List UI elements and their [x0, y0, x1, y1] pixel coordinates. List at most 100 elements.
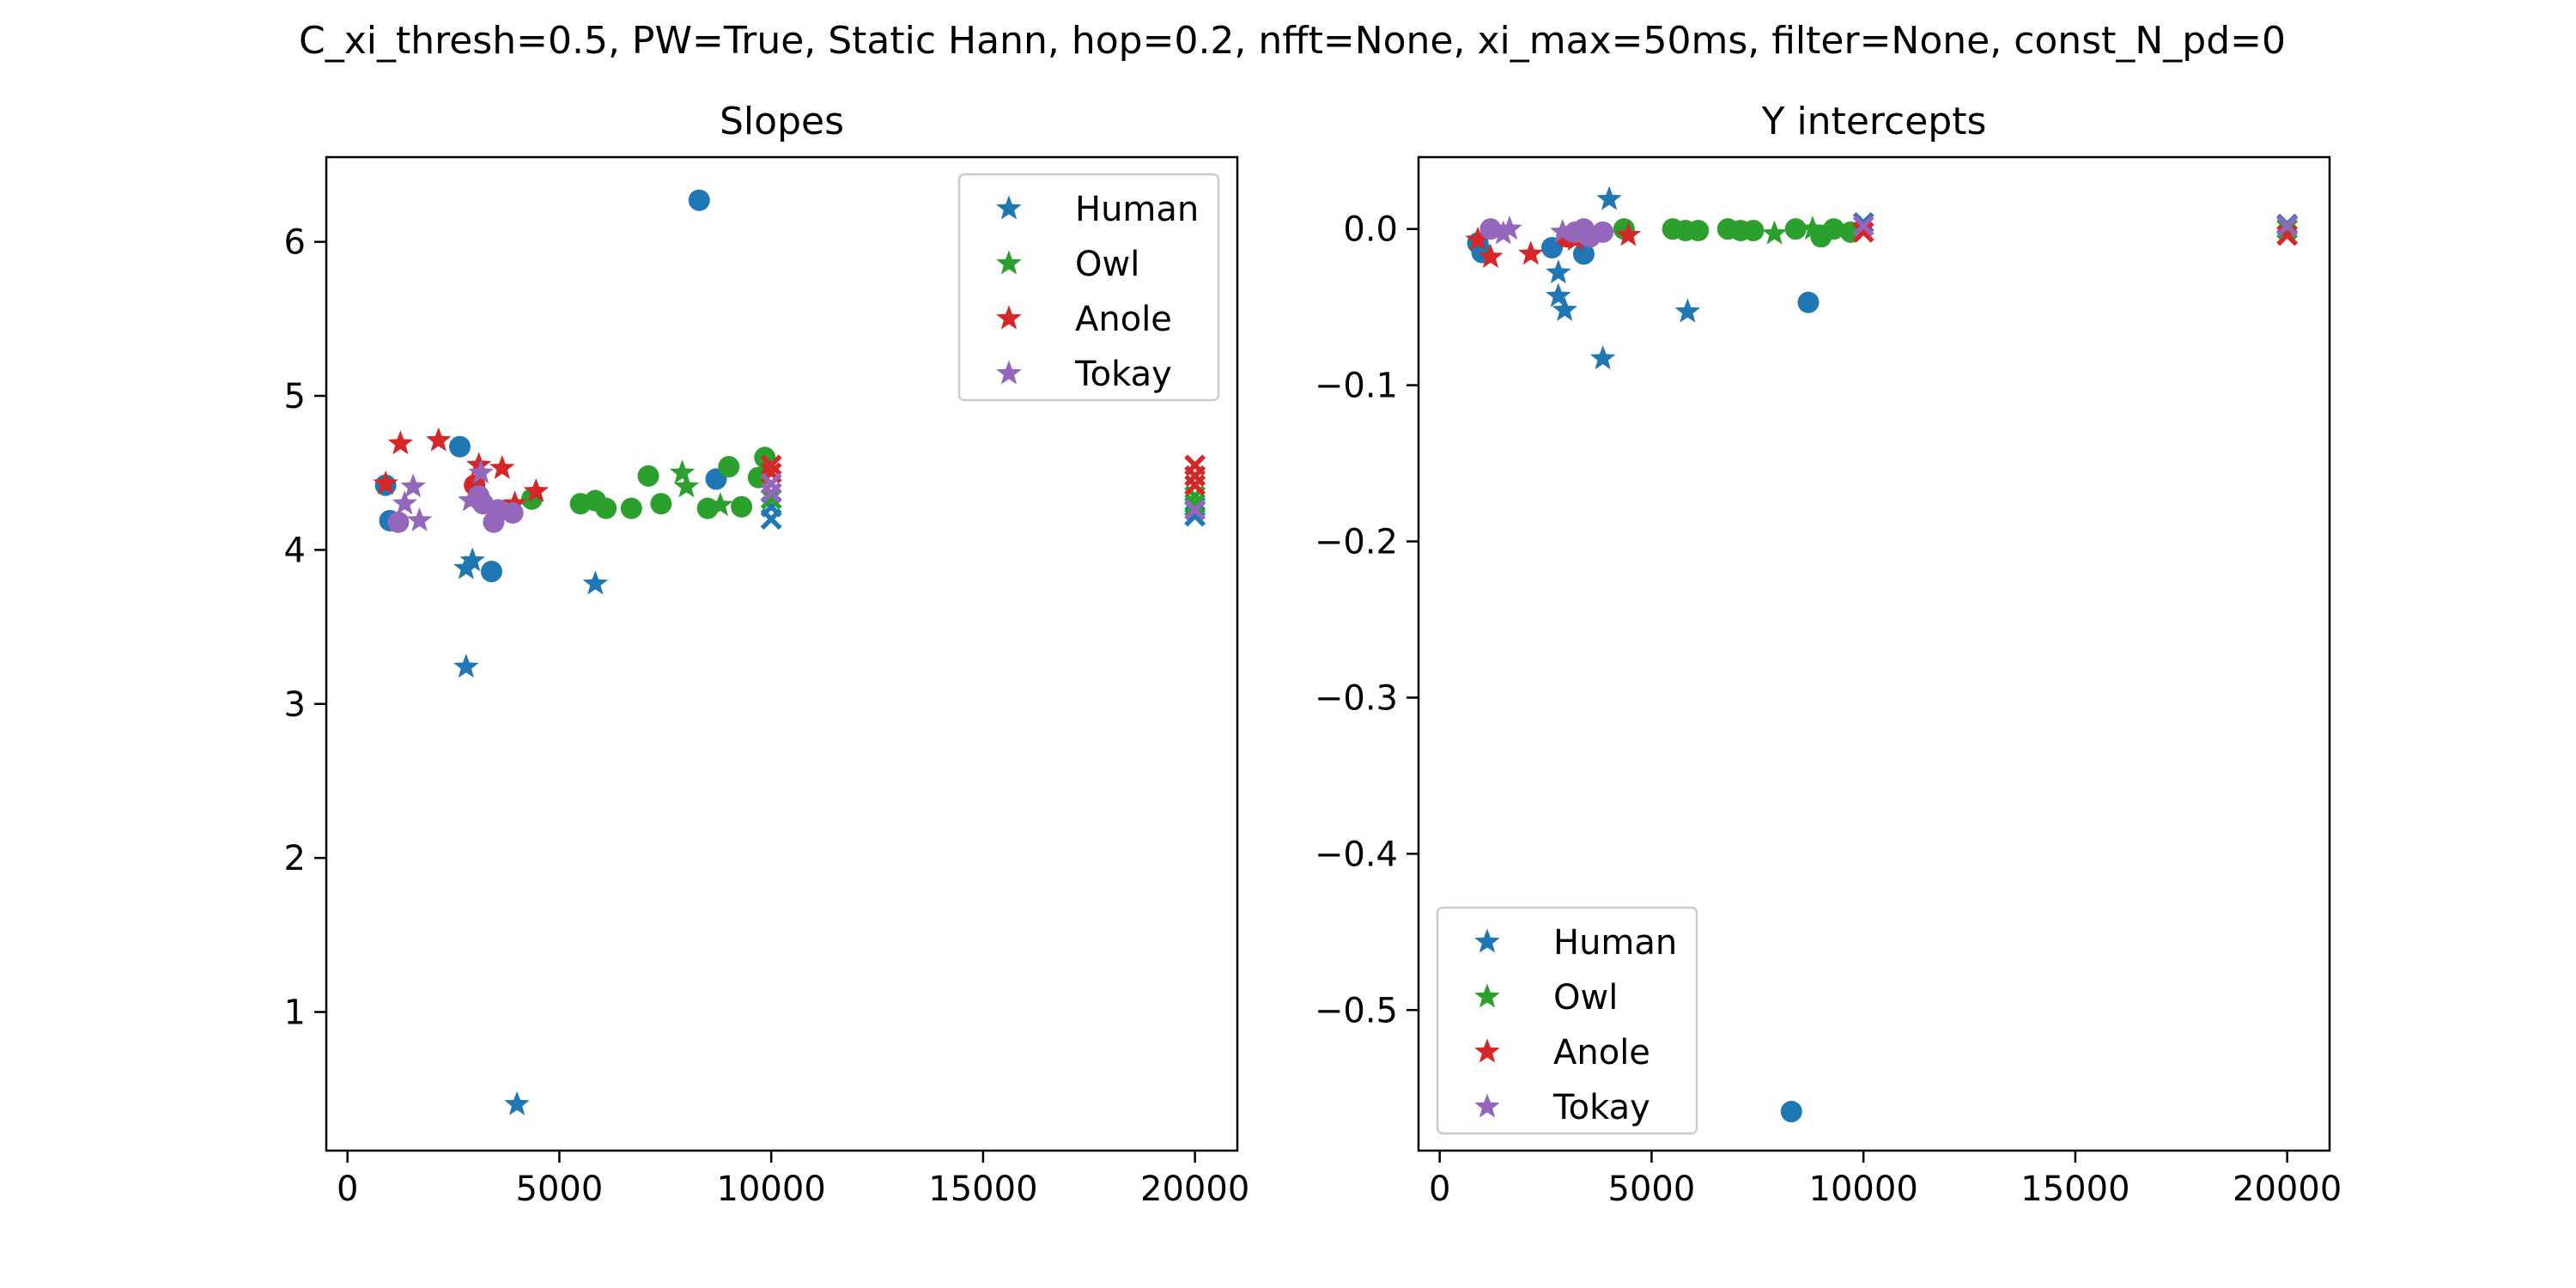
data-point-human — [582, 570, 609, 595]
y-tick-label: 0.0 — [1343, 210, 1398, 250]
x-tick-label: 0 — [337, 1170, 358, 1209]
y-tick-label: 3 — [284, 685, 306, 725]
data-point-human — [1797, 291, 1820, 313]
y-tick-label: −0.1 — [1315, 367, 1398, 406]
x-tick-label: 10000 — [717, 1170, 826, 1209]
legend: Human Owl Anole Tokay — [1436, 906, 1698, 1135]
legend-label: Owl — [1075, 245, 1139, 284]
data-point-owl — [1823, 218, 1845, 240]
y-tick-label: 2 — [284, 839, 306, 878]
data-point-owl — [673, 473, 700, 498]
data-point-owl — [760, 488, 782, 510]
x-tick-label: 5000 — [1608, 1170, 1696, 1209]
x-tick-label: 5000 — [516, 1170, 604, 1209]
data-points — [1465, 185, 2299, 1123]
data-point-anole — [373, 470, 398, 495]
legend-marker — [996, 360, 1022, 385]
x-tick-label: 20000 — [2233, 1170, 2342, 1209]
x-tick-label: 15000 — [928, 1170, 1037, 1209]
x-tick-label: 0 — [1429, 1170, 1450, 1209]
y-tick-label: 5 — [284, 377, 306, 416]
legend-entry-anole: Anole — [1474, 1033, 1650, 1072]
data-point-tokay — [406, 507, 433, 532]
data-point-tokay — [1550, 218, 1576, 243]
x-tick-label: 15000 — [2020, 1170, 2129, 1209]
data-point-human — [1546, 259, 1571, 284]
data-point-human — [688, 189, 710, 211]
y-tick-label: 6 — [284, 223, 306, 263]
axes-title: Y intercepts — [1761, 100, 1987, 143]
data-point-anole — [489, 454, 515, 479]
data-point-anole — [426, 427, 452, 452]
data-point-human — [1780, 1101, 1802, 1123]
legend-marker — [996, 195, 1022, 220]
data-point-human — [453, 653, 479, 678]
data-point-anole — [465, 452, 492, 477]
data-point-tokay — [387, 511, 410, 533]
data-point-tokay — [1490, 220, 1516, 245]
data-point-owl — [1784, 218, 1807, 240]
legend-entry-human: Human — [996, 190, 1199, 229]
legend-label: Anole — [1075, 300, 1172, 339]
legend-entry-human: Human — [1474, 923, 1677, 963]
data-point-tokay — [1479, 218, 1502, 240]
y-tick-label: 1 — [284, 993, 306, 1033]
data-point-tokay — [392, 490, 418, 515]
axes-title: Slopes — [720, 100, 844, 143]
figure-suptitle: C_xi_thresh=0.5, PW=True, Static Hann, h… — [299, 19, 2286, 63]
legend-entry-tokay: Tokay — [996, 355, 1172, 394]
legend-label: Human — [1075, 190, 1199, 229]
legend-marker — [1474, 1093, 1500, 1118]
data-point-tokay — [1184, 499, 1206, 521]
data-points — [373, 189, 1206, 1115]
legend-label: Human — [1553, 923, 1677, 963]
y-tick-label: −0.3 — [1315, 678, 1398, 718]
intercepts-axes: Y intercepts 0 5000 10000 15000 20000 0.0 −0.1 −… — [1315, 100, 2342, 1209]
data-point-anole — [1184, 474, 1206, 496]
data-point-human — [1540, 237, 1563, 259]
data-point-human — [1572, 243, 1595, 265]
legend-entry-owl: Owl — [996, 245, 1139, 284]
data-point-anole — [1615, 222, 1642, 246]
data-point-human — [1674, 298, 1701, 323]
legend-entry-anole: Anole — [996, 300, 1172, 339]
data-point-owl — [595, 497, 617, 519]
legend-box — [957, 173, 1220, 402]
data-point-owl — [1687, 220, 1710, 242]
x-tick-label: 20000 — [1140, 1170, 1249, 1209]
legend-marker — [1474, 983, 1500, 1008]
data-point-tokay — [458, 487, 483, 512]
data-point-anole — [1478, 243, 1504, 268]
data-point-anole — [1852, 221, 1874, 243]
data-point-tokay — [400, 473, 426, 498]
data-point-tokay — [501, 501, 524, 524]
data-point-owl — [708, 491, 733, 516]
data-point-human — [1589, 345, 1616, 370]
axes-frame — [325, 155, 1239, 1152]
data-point-owl — [1184, 493, 1206, 515]
data-point-anole — [1518, 240, 1544, 265]
legend-box — [1436, 906, 1698, 1135]
data-point-tokay — [1592, 221, 1614, 243]
legend-marker — [1474, 1038, 1500, 1063]
legend-label: Tokay — [1552, 1088, 1650, 1127]
legend-entry-owl: Owl — [1474, 978, 1618, 1018]
data-point-owl — [718, 456, 740, 478]
legend-label: Anole — [1553, 1033, 1650, 1072]
data-point-tokay — [2276, 215, 2299, 237]
data-point-tokay — [1497, 216, 1522, 240]
legend-marker — [996, 305, 1022, 330]
data-point-owl — [620, 497, 642, 519]
data-point-human — [504, 1091, 530, 1115]
legend-label: Tokay — [1074, 355, 1172, 394]
data-point-anole — [523, 477, 550, 502]
data-point-human — [459, 547, 485, 572]
data-point-owl — [1742, 220, 1765, 242]
data-point-tokay — [1852, 215, 1874, 237]
y-tick-label: 4 — [284, 531, 306, 570]
data-point-anole — [760, 454, 782, 477]
data-point-human — [1546, 283, 1571, 307]
data-point-owl — [669, 459, 696, 484]
data-point-owl — [1800, 216, 1826, 240]
